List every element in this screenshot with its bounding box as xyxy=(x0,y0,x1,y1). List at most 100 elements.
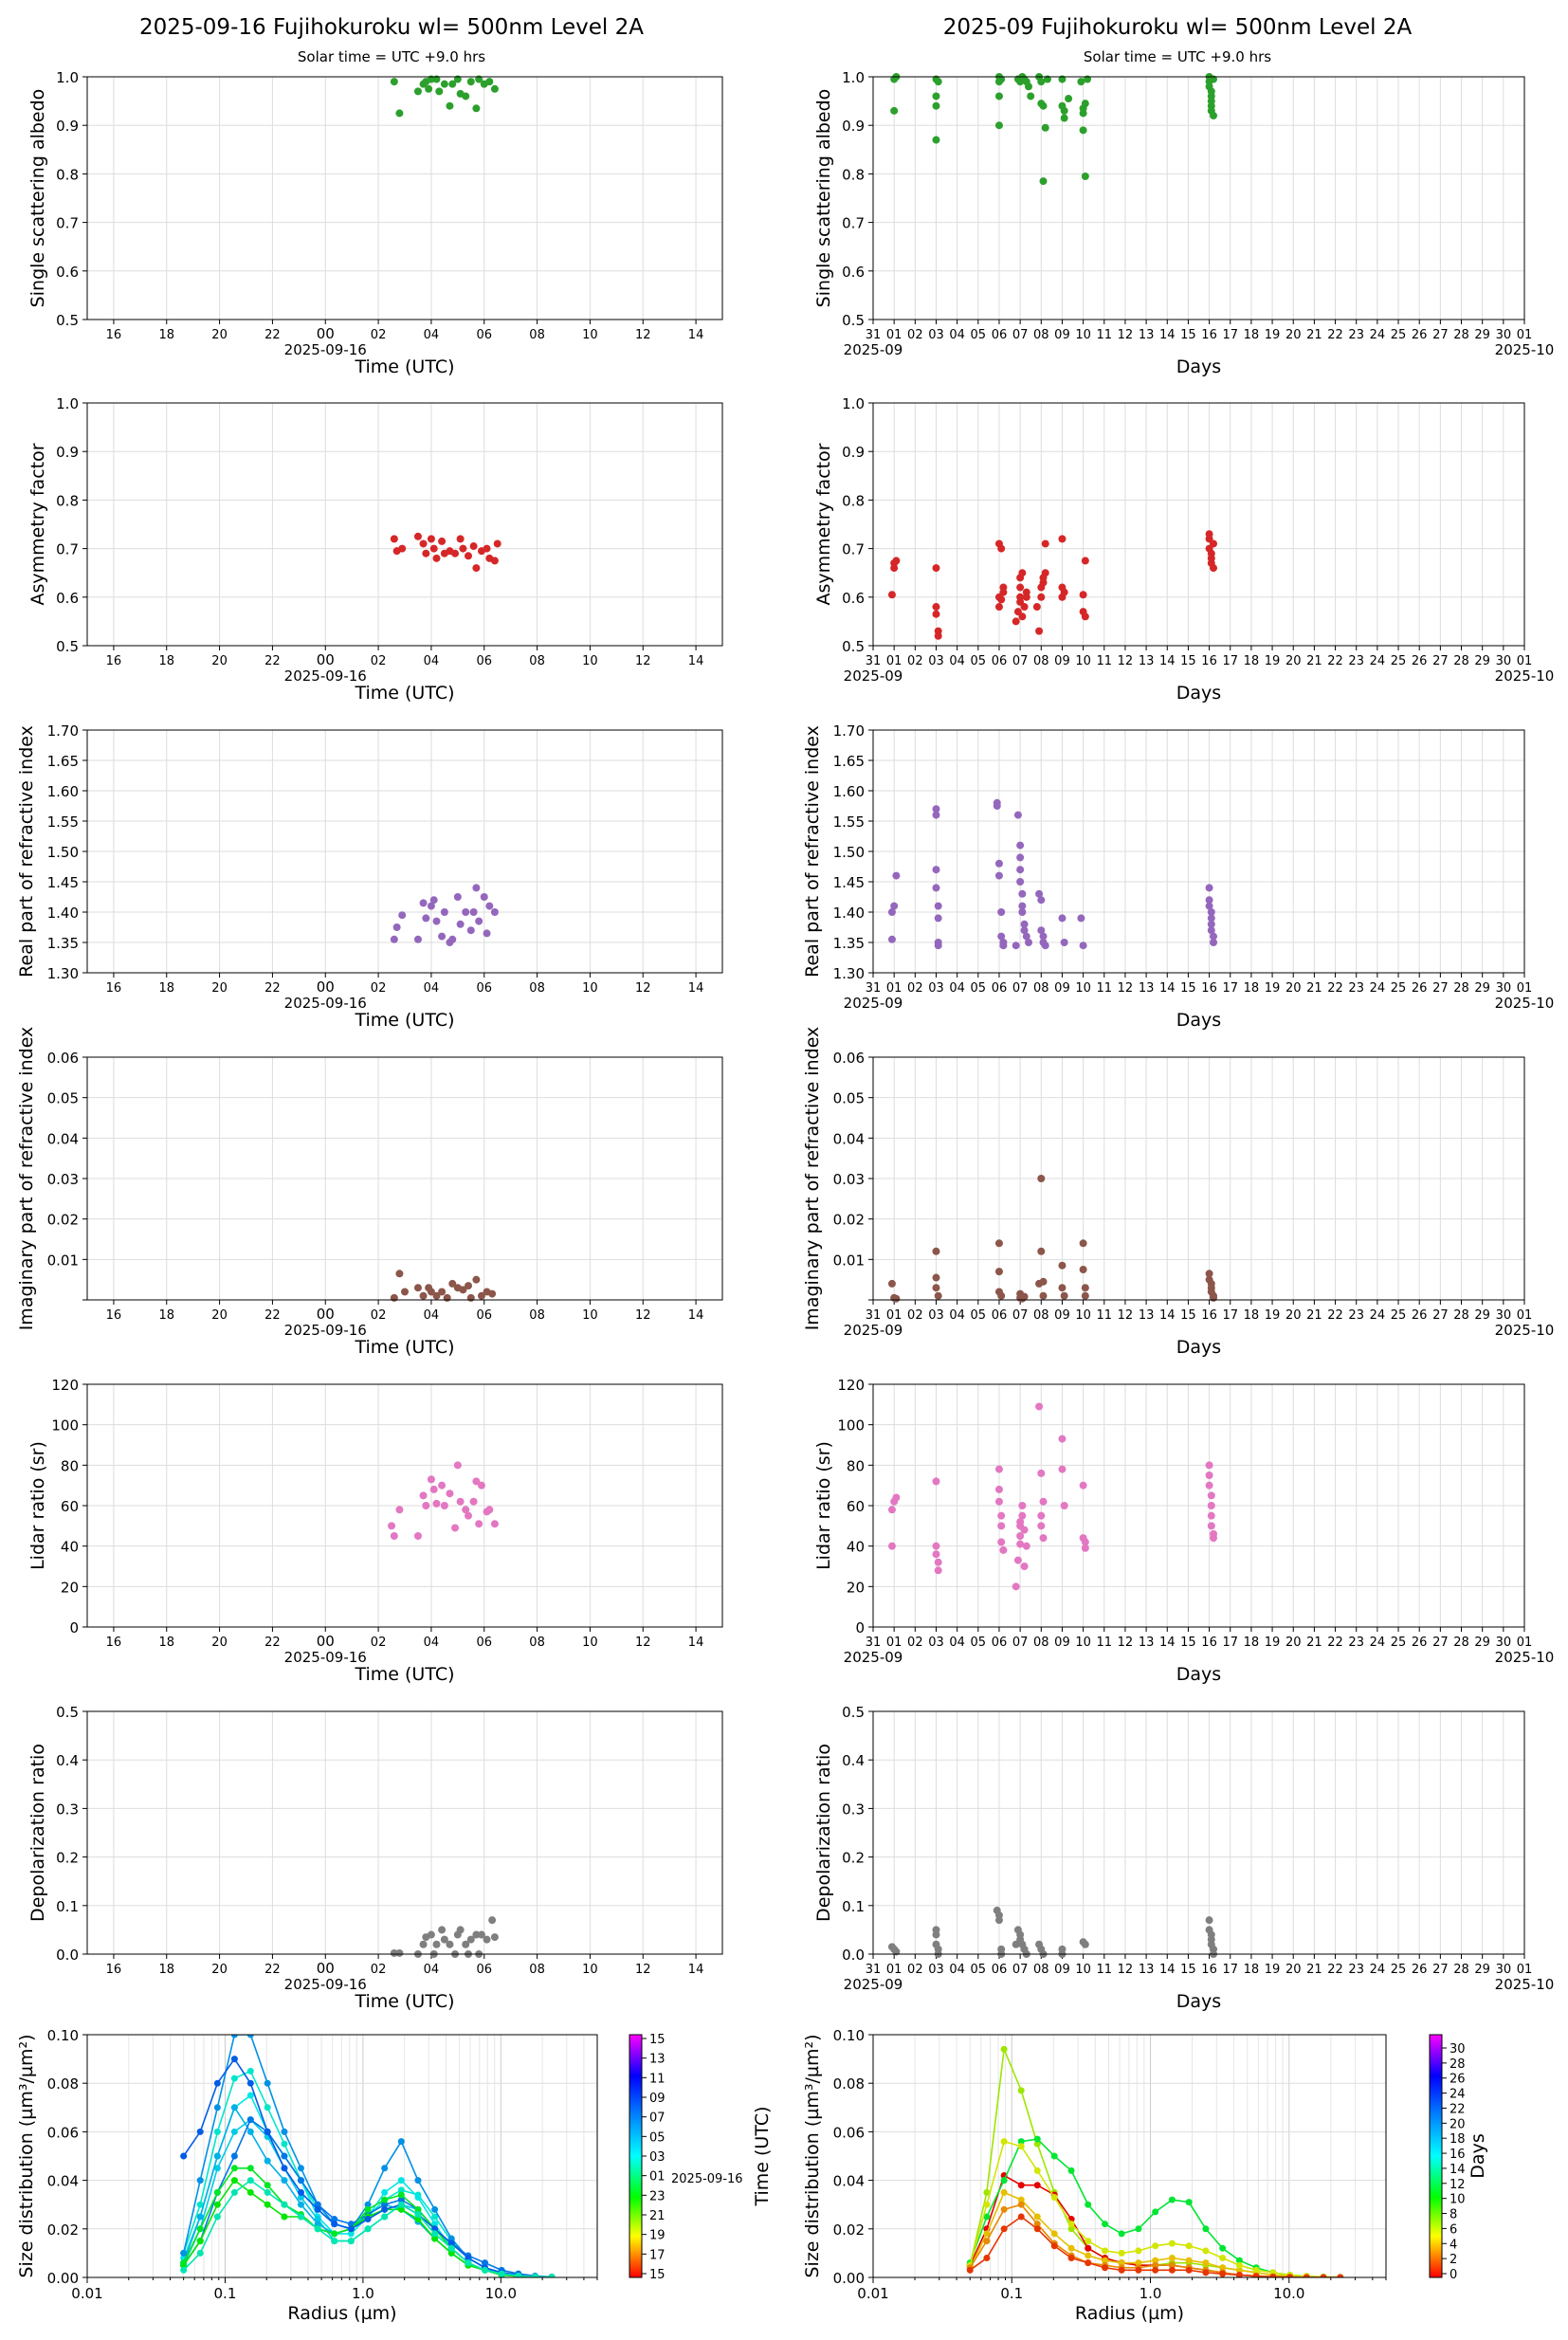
data-point xyxy=(1207,908,1215,916)
ytick-label: 1.50 xyxy=(833,844,865,861)
xtick-label: 09 xyxy=(1054,1308,1070,1323)
data-point xyxy=(395,1948,404,1957)
data-point xyxy=(429,1485,438,1493)
data-point xyxy=(413,532,422,540)
xtick-label: 04 xyxy=(424,1308,440,1323)
series-point xyxy=(447,2249,455,2257)
series-point xyxy=(213,2213,221,2221)
data-point xyxy=(432,917,441,925)
data-point xyxy=(934,941,942,950)
ytick-label: 80 xyxy=(847,1457,865,1474)
ytick-label: 0.8 xyxy=(56,492,79,509)
data-point xyxy=(390,1532,398,1540)
series-point xyxy=(1168,2196,1176,2203)
series-point xyxy=(1085,2252,1092,2259)
series-point xyxy=(1102,2264,1109,2272)
data-point xyxy=(475,75,483,83)
ytick-label: 0.01 xyxy=(833,1252,865,1269)
xtick-label: 20 xyxy=(1285,1308,1302,1323)
xtick-label: 06 xyxy=(992,981,1008,996)
xtick-label: 01 xyxy=(886,1308,903,1323)
xtick-label: 00 xyxy=(317,1306,335,1323)
xtick-label: 20 xyxy=(1285,1636,1302,1650)
data-point xyxy=(994,859,1003,868)
data-point xyxy=(466,926,475,935)
data-point xyxy=(997,1511,1006,1520)
data-point xyxy=(993,802,1001,810)
ytick-label: 0.0 xyxy=(56,1947,79,1964)
data-point xyxy=(932,884,940,892)
colorbar-tick-label: 01 xyxy=(649,2170,665,2185)
xtick-label: 28 xyxy=(1453,328,1469,342)
y-axis-label: Depolarization ratio xyxy=(27,1744,48,1922)
series-point xyxy=(1118,2266,1125,2274)
series-point xyxy=(281,2213,288,2221)
x-date-label: 2025-09-16 xyxy=(284,995,367,1012)
series-point xyxy=(983,2201,991,2208)
ytick-label: 0.2 xyxy=(842,1850,865,1867)
series-point xyxy=(966,2266,974,2274)
xtick-label: 20 xyxy=(211,1963,228,1977)
xtick-label: 16 xyxy=(1201,328,1217,342)
series-point xyxy=(230,2128,238,2135)
colorbar-tick-label: 13 xyxy=(649,2053,665,2067)
panel-monthly_imag: 0.01 0.02 0.03 0.04 0.05 0.06 Imaginary part o… xyxy=(802,1027,1554,1358)
series-point xyxy=(1320,2274,1327,2277)
data-point xyxy=(932,136,940,144)
xtick-label: 08 xyxy=(529,328,545,342)
data-point xyxy=(1020,920,1029,928)
data-point xyxy=(422,1502,430,1509)
data-point xyxy=(1060,1291,1068,1300)
series-group xyxy=(966,2045,1344,2277)
xtick-label: 04 xyxy=(949,1963,965,1977)
data-point xyxy=(419,1940,428,1948)
data-point xyxy=(1037,896,1046,905)
data-point xyxy=(890,564,899,573)
xtick-label: 18 xyxy=(1244,1308,1260,1323)
series-point xyxy=(1067,2225,1075,2233)
data-point xyxy=(432,1291,441,1300)
xtick-label: 10 xyxy=(582,1636,598,1650)
series-point xyxy=(347,2230,355,2238)
xtick-label: 14 xyxy=(688,1308,704,1323)
series-point xyxy=(397,2186,405,2194)
xtick-label: 08 xyxy=(1033,654,1049,668)
xtick-label: 0.1 xyxy=(1000,2285,1023,2302)
series-point xyxy=(264,2079,271,2087)
data-point xyxy=(456,1497,465,1506)
xtick-label: 15 xyxy=(1180,981,1196,996)
data-point xyxy=(1027,92,1035,101)
data-point xyxy=(932,1542,940,1550)
data-point xyxy=(427,535,435,543)
data-point xyxy=(422,914,430,923)
data-point xyxy=(472,1477,481,1486)
data-point xyxy=(472,1275,481,1284)
series-point xyxy=(246,2128,254,2135)
xtick-label: 18 xyxy=(158,654,174,668)
series-point xyxy=(1252,2273,1260,2277)
colorbar-tick-label: 15 xyxy=(649,2033,665,2047)
data-point xyxy=(429,896,438,905)
xtick-label: 30 xyxy=(1496,654,1512,668)
xtick-label: 24 xyxy=(1370,981,1386,996)
xtick-label: 16 xyxy=(106,1308,122,1323)
panel-daily_ssa: 0.5 0.6 0.7 0.8 0.9 1.0 Single scattering albe… xyxy=(27,69,723,377)
series-point xyxy=(1000,2188,1008,2196)
data-point xyxy=(466,1935,475,1944)
data-point xyxy=(448,80,457,88)
series-point xyxy=(1235,2266,1243,2274)
xtick-label: 04 xyxy=(424,1963,440,1977)
xtick-label: 03 xyxy=(928,1636,944,1650)
ytick-label: 0.5 xyxy=(56,312,79,329)
xtick-label: 20 xyxy=(211,328,228,342)
data-point xyxy=(1032,603,1041,612)
xtick-label: 30 xyxy=(1496,328,1512,342)
ytick-label: 1.40 xyxy=(833,905,865,922)
ytick-label: 40 xyxy=(61,1539,79,1556)
series-point xyxy=(1085,2238,1092,2245)
series-point xyxy=(213,2165,221,2172)
series-point xyxy=(180,2249,188,2257)
data-point xyxy=(1205,902,1213,910)
xtick-label: 26 xyxy=(1412,1308,1428,1323)
data-point xyxy=(398,544,407,553)
